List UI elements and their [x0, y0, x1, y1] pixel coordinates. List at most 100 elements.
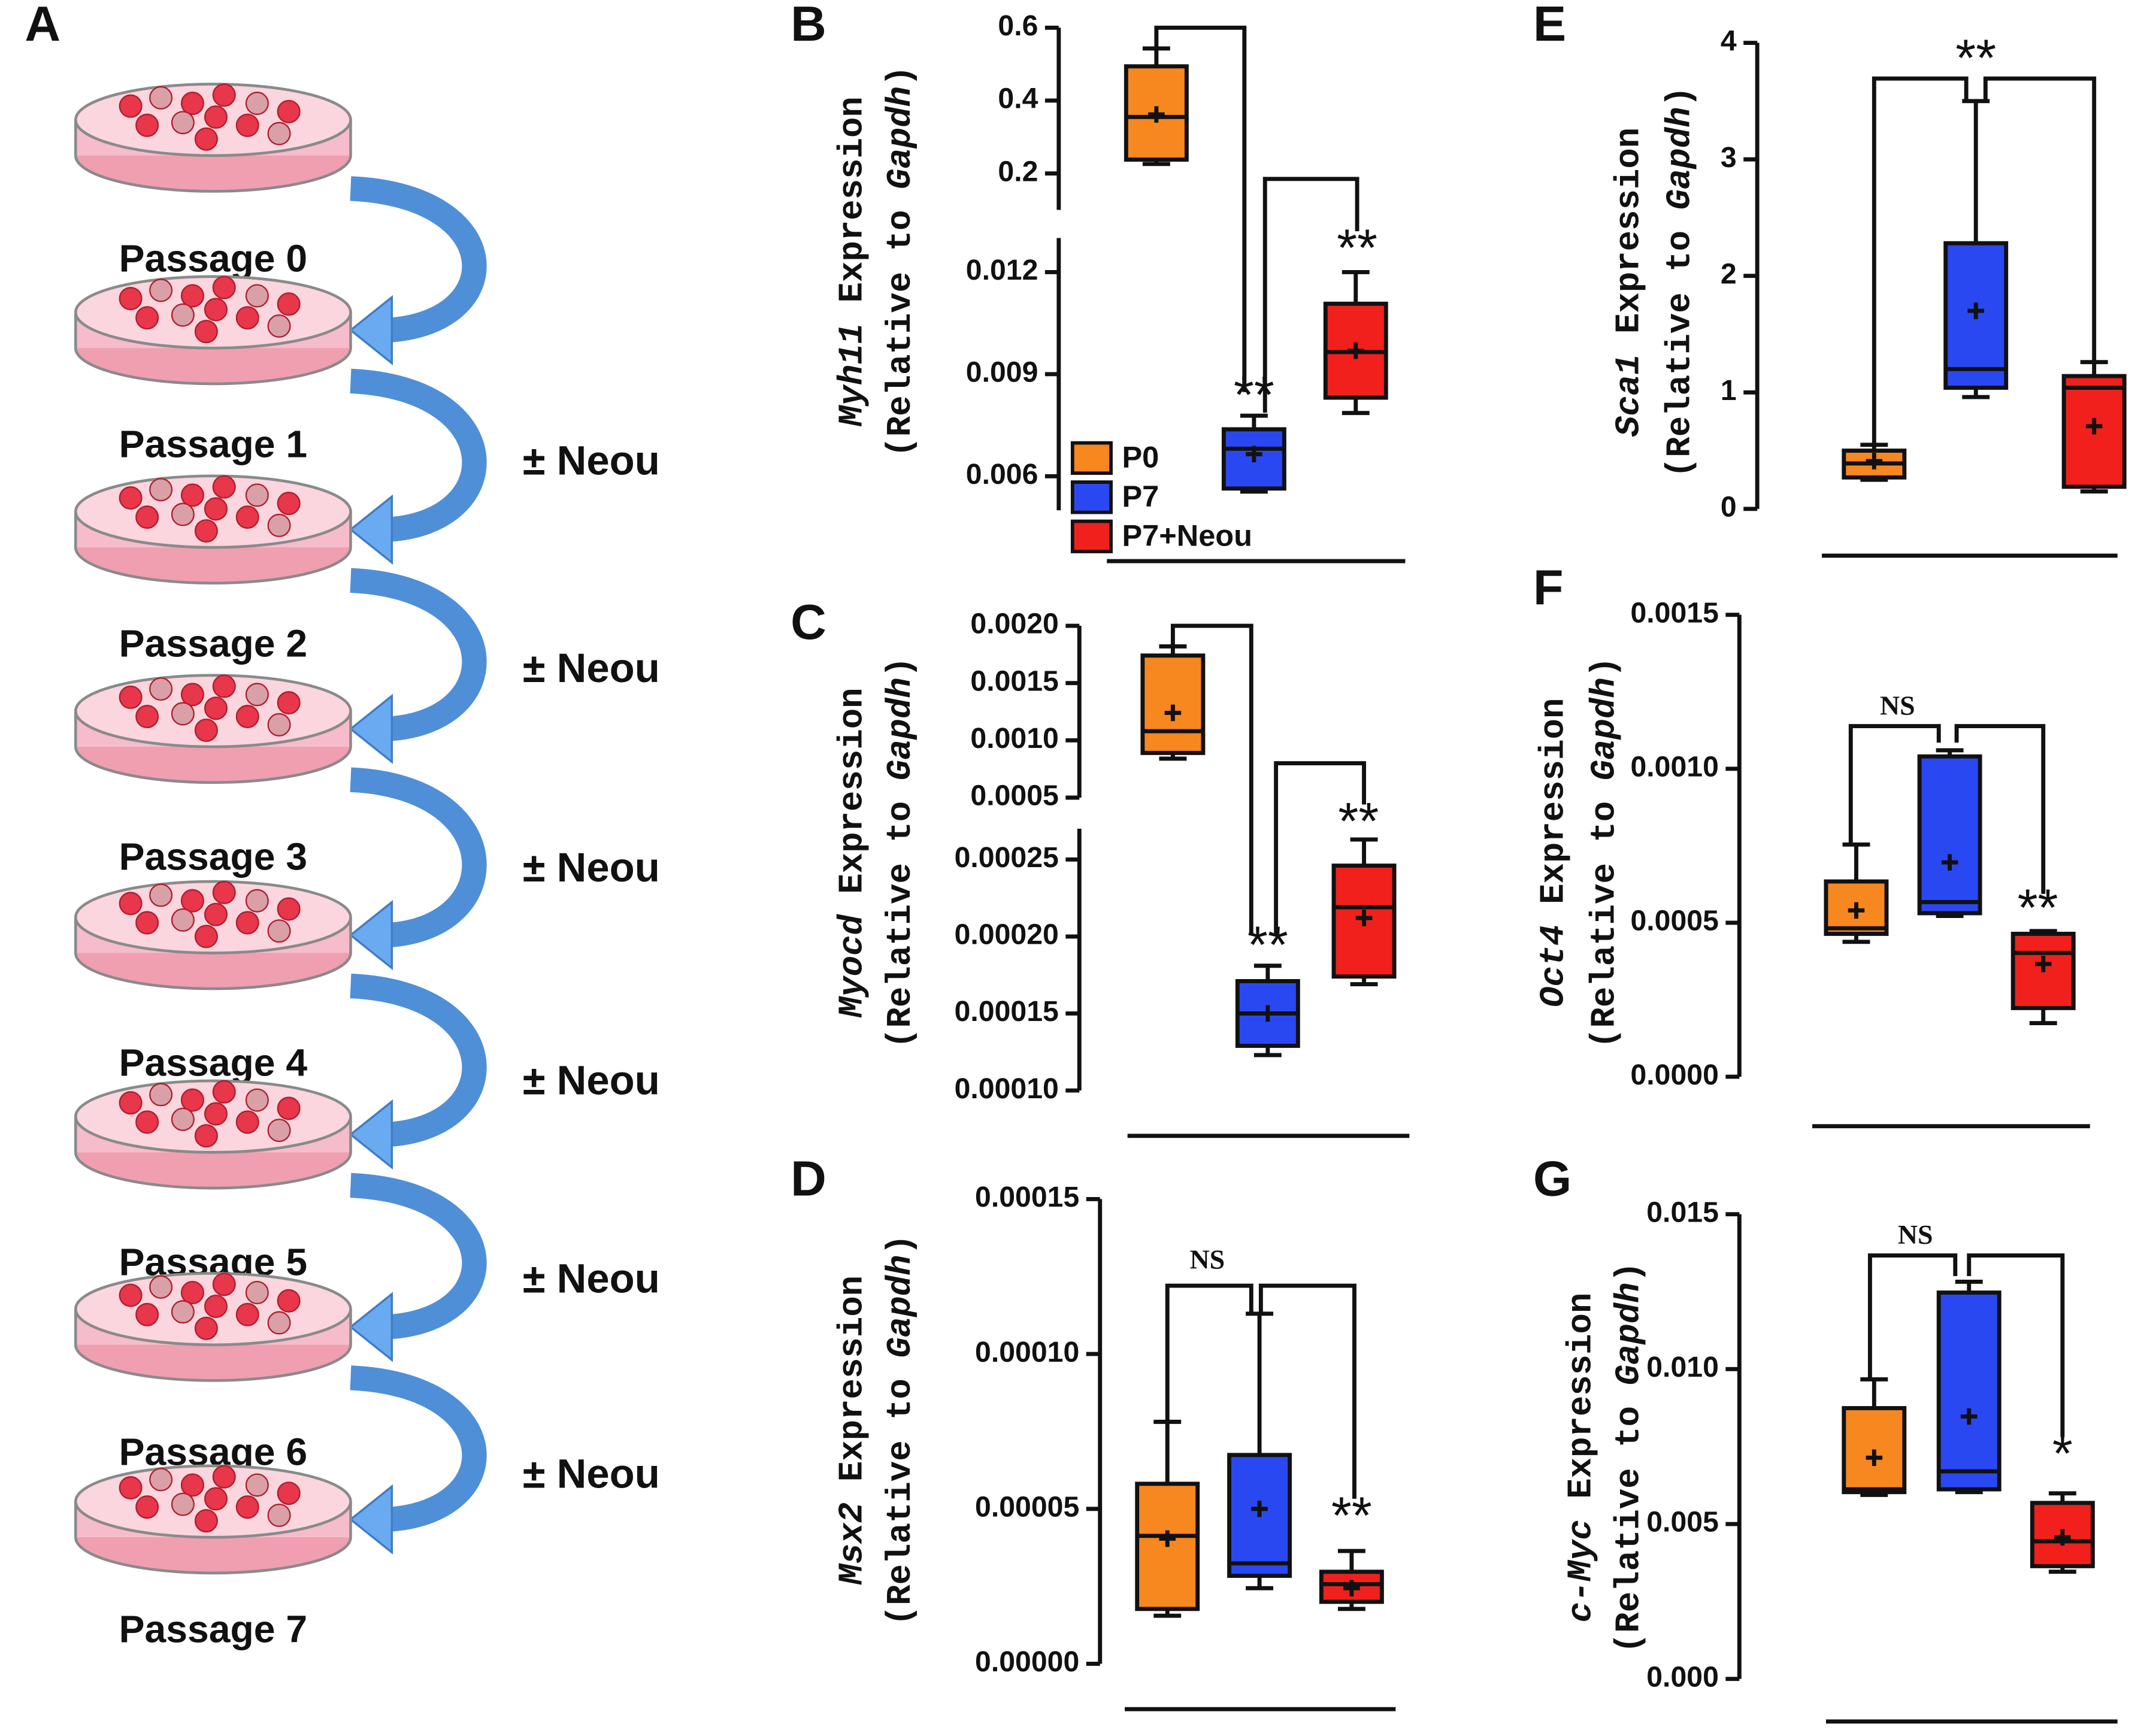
significance-label: ** [1337, 219, 1377, 277]
y-tick-label: 0.0000 [1630, 1059, 1718, 1091]
significance-bracket [1274, 761, 1366, 935]
significance-bracket [1848, 724, 1941, 845]
cell [194, 1316, 218, 1340]
cell [267, 314, 291, 338]
y-label-gene: Myocd [834, 914, 873, 1019]
panel-letter: D [791, 1151, 826, 1207]
y-tick-label: 0.0010 [970, 722, 1058, 755]
box [1140, 653, 1206, 755]
y-axis-label: (Relative to Gapdh) [1585, 657, 1624, 1049]
cell [119, 94, 143, 118]
arrow-head [349, 1099, 393, 1170]
arrow-head [349, 295, 393, 366]
y-label-ref: (Relative to [882, 801, 920, 1049]
cell [149, 86, 173, 110]
cell [194, 1124, 218, 1148]
y-label-ref: ) [882, 657, 920, 677]
significance-label: NS [1898, 1219, 1933, 1250]
legend-label: P7+Neou [1122, 518, 1252, 552]
y-label-text: Expression [1610, 128, 1649, 334]
y-label-ref: (Relative to [882, 1378, 920, 1626]
cell [204, 1102, 228, 1126]
y-label-ref-gene: Gapdh [882, 1255, 920, 1358]
y-axis-label: Oct4 Expression [1535, 698, 1574, 1007]
arrow-head [349, 1292, 393, 1362]
y-axis-label: c-Myc Expression [1562, 1293, 1601, 1623]
cell [267, 1503, 291, 1527]
cell [194, 718, 218, 743]
cell [267, 1119, 291, 1143]
cell [245, 92, 269, 116]
y-tick-label: 0.010 [1646, 1351, 1719, 1383]
cell [245, 1088, 269, 1112]
y-tick-label: 0.00015 [975, 1181, 1079, 1213]
y-label-text: Expression [1562, 1293, 1601, 1499]
cell [235, 1302, 259, 1326]
y-tick-label: 0.00015 [955, 995, 1059, 1028]
cell [135, 705, 159, 729]
cell [149, 677, 173, 701]
cell [204, 105, 228, 129]
y-label-ref-gene: Gapdh [882, 677, 920, 780]
y-tick-label: 0.000 [1646, 1661, 1719, 1693]
y-tick-label: 0.015 [1646, 1196, 1719, 1228]
y-tick-label: 3 [1721, 141, 1737, 174]
y-tick-label: 0.0005 [970, 780, 1058, 812]
cell [204, 1294, 228, 1319]
passage-arrow [350, 176, 487, 343]
y-label-text: Expression [834, 1275, 873, 1481]
y-tick-label: 0 [1721, 491, 1737, 523]
y-tick-label: 0.00005 [975, 1490, 1079, 1523]
cell [212, 674, 236, 698]
cell [245, 1473, 269, 1497]
significance-label: ** [2018, 879, 2058, 937]
y-tick-label: 0.00010 [955, 1072, 1059, 1105]
passage-arrow [350, 1365, 487, 1532]
panel-letter: G [1533, 1151, 1571, 1207]
cell [135, 1110, 159, 1134]
cell [194, 127, 218, 151]
cell [149, 883, 173, 907]
cell [119, 1283, 143, 1307]
y-tick-label: 0.4 [998, 83, 1038, 115]
y-label-ref: ) [1661, 86, 1700, 107]
cell [149, 278, 173, 302]
cell [180, 483, 204, 507]
legend-swatch [1070, 480, 1113, 514]
cell [245, 889, 269, 913]
y-label-gene: Sca1 [1610, 355, 1649, 437]
cell [194, 320, 218, 344]
petri-dish [74, 1272, 352, 1382]
passage-arrow [350, 368, 487, 542]
y-tick-label: 0.009 [966, 356, 1038, 389]
y-tick-label: 0.6 [998, 10, 1038, 42]
cell [235, 505, 259, 529]
y-tick-label: 0.0015 [970, 665, 1058, 697]
cell [245, 284, 269, 308]
cell [119, 892, 143, 916]
y-label-ref: ) [882, 65, 920, 86]
petri-dish [74, 83, 352, 193]
passage-arrow [350, 767, 487, 948]
y-axis-label: Sca1 Expression [1610, 128, 1649, 437]
cell [277, 1481, 301, 1505]
significance-bracket [1967, 1253, 2065, 1437]
panel-letter: B [791, 0, 826, 51]
y-label-ref: ) [882, 1234, 920, 1255]
cell [267, 919, 291, 943]
passage-label: Passage 7 [119, 1608, 307, 1651]
cell [194, 1509, 218, 1533]
significance-bracket [1262, 177, 1359, 413]
y-label-ref-gene: Gapdh [1661, 107, 1700, 210]
significance-label: * [2052, 1425, 2073, 1483]
passage-label: Passage 4 [119, 1041, 308, 1084]
cell [180, 92, 204, 116]
cell [245, 683, 269, 707]
significance-label: ** [1338, 792, 1379, 850]
y-axis-label: (Relative to Gapdh) [1661, 86, 1700, 478]
y-tick-label: 2 [1721, 257, 1737, 290]
passage-label: Passage 2 [119, 622, 307, 665]
mean-marker [1348, 342, 1364, 359]
significance-label: ** [1234, 366, 1274, 424]
y-tick-label: 0.0005 [1630, 905, 1718, 937]
